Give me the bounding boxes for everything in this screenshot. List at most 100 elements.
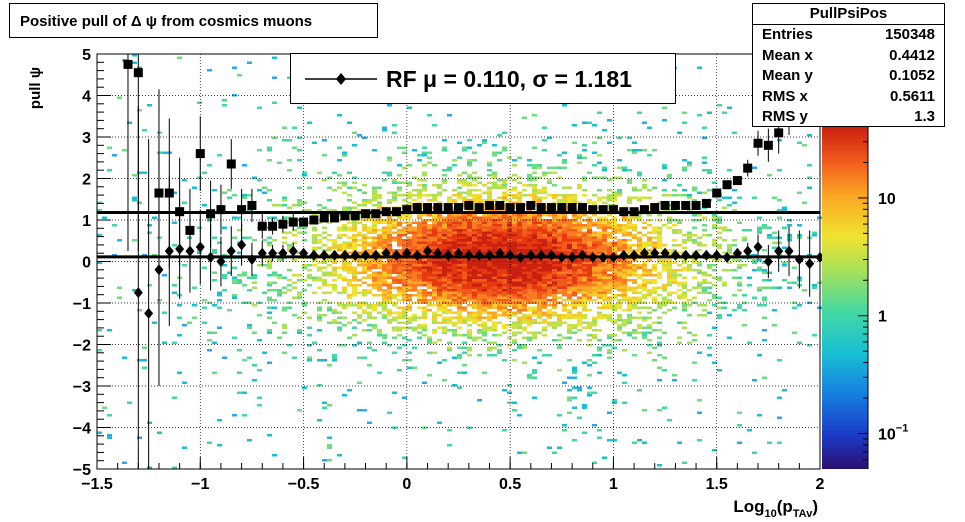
mean-point (206, 251, 216, 263)
stats-row: Entries 150348 (753, 25, 944, 46)
sigma-point (577, 203, 587, 213)
mean-point (784, 245, 794, 257)
mean-point (195, 241, 205, 253)
mean-point (226, 245, 236, 257)
mean-point (330, 249, 340, 261)
sigma-point (639, 205, 649, 215)
legend-marker-icon (305, 73, 377, 85)
sigma-point (278, 219, 288, 229)
mean-point (257, 247, 267, 259)
sigma-point (515, 203, 525, 213)
legend-label: RF μ = 0.110, σ = 1.181 (386, 66, 632, 92)
sigma-point (650, 203, 660, 213)
sigma-point (195, 149, 205, 159)
sigma-point (712, 188, 722, 198)
sigma-point (732, 176, 742, 186)
x-axis-label: Log10(pTAv) (733, 497, 818, 520)
mean-point (309, 249, 319, 261)
sigma-point (257, 221, 267, 231)
mean-point (474, 249, 484, 261)
stats-label: RMS x (762, 87, 808, 105)
data-points (123, 54, 825, 469)
mean-point (454, 247, 463, 259)
mean-point (743, 245, 753, 257)
y-tick-label: −4 (73, 421, 91, 438)
sigma-point (753, 138, 763, 148)
sigma-point (670, 200, 680, 210)
mean-point (546, 249, 556, 261)
y-tick-label: 2 (82, 172, 91, 189)
stats-row: Mean x 0.4412 (753, 46, 944, 67)
x-tick-label: −1 (191, 476, 209, 493)
x-tick-label: 0.5 (499, 476, 521, 493)
sigma-point (660, 200, 670, 210)
sigma-point (526, 200, 536, 210)
stats-value: 0.4412 (889, 46, 935, 64)
sigma-point (133, 68, 143, 78)
stats-row: RMS x 0.5611 (753, 87, 944, 108)
mean-point (639, 247, 649, 259)
sigma-point (247, 200, 257, 210)
mean-point (763, 256, 773, 267)
mean-point (392, 249, 402, 261)
mean-point (319, 249, 329, 261)
y-tick-label: −1 (73, 296, 91, 313)
sigma-point (701, 198, 711, 208)
y-tick-label: 0 (82, 255, 91, 272)
sigma-point (598, 205, 608, 215)
mean-point (753, 241, 763, 253)
mean-point (557, 251, 567, 263)
sigma-point (381, 207, 391, 217)
sigma-point (774, 128, 784, 138)
sigma-point (495, 200, 505, 210)
mean-point (515, 251, 525, 263)
sigma-point (309, 215, 319, 225)
sigma-point (619, 207, 629, 217)
stats-value: 0.5611 (889, 87, 935, 105)
mean-point (629, 249, 639, 261)
mean-point (650, 247, 660, 259)
mean-point (133, 287, 143, 299)
stats-row: Mean y 0.1052 (753, 66, 944, 87)
sigma-point (392, 207, 402, 217)
mean-point (619, 249, 629, 261)
sigma-point (454, 203, 463, 213)
chart-title: Positive pull of Δ ψ from cosmics muons (20, 13, 313, 30)
sigma-point (268, 221, 278, 231)
sigma-point (164, 188, 174, 198)
mean-point (660, 247, 670, 259)
mean-point (216, 256, 226, 267)
sigma-point (763, 140, 773, 150)
mean-point (577, 249, 587, 261)
sigma-point (608, 205, 618, 215)
sigma-point (319, 213, 329, 223)
sigma-point (588, 205, 598, 215)
sigma-point (226, 159, 236, 169)
sigma-point (484, 200, 494, 210)
x-tick-label: 0 (402, 476, 411, 493)
mean-point (608, 251, 618, 263)
sigma-point (722, 180, 732, 190)
stats-label: Mean y (762, 67, 813, 84)
mean-point (247, 253, 257, 265)
stats-box: PullPsiPos Entries 150348 Mean x 0.4412 Mean… (752, 3, 945, 127)
mean-point (350, 249, 360, 261)
mean-point (288, 245, 298, 257)
mean-point (794, 253, 804, 265)
mean-point (495, 247, 505, 259)
chart-title-box: Positive pull of Δ ψ from cosmics muons (9, 3, 378, 38)
sigma-point (691, 200, 701, 210)
mean-point (371, 249, 381, 261)
x-tick-label: −0.5 (288, 476, 320, 493)
colorbar-label: 10−1 (878, 423, 908, 444)
y-tick-label: −2 (73, 338, 91, 355)
mean-point (691, 249, 701, 261)
x-tick-label: 1.5 (706, 476, 728, 493)
sigma-point (423, 203, 433, 213)
mean-point (423, 245, 433, 257)
mean-point (681, 249, 691, 261)
mean-point (505, 249, 515, 261)
sigma-point (340, 211, 350, 221)
stats-value: 150348 (884, 26, 935, 43)
y-tick-label: −5 (73, 462, 91, 479)
